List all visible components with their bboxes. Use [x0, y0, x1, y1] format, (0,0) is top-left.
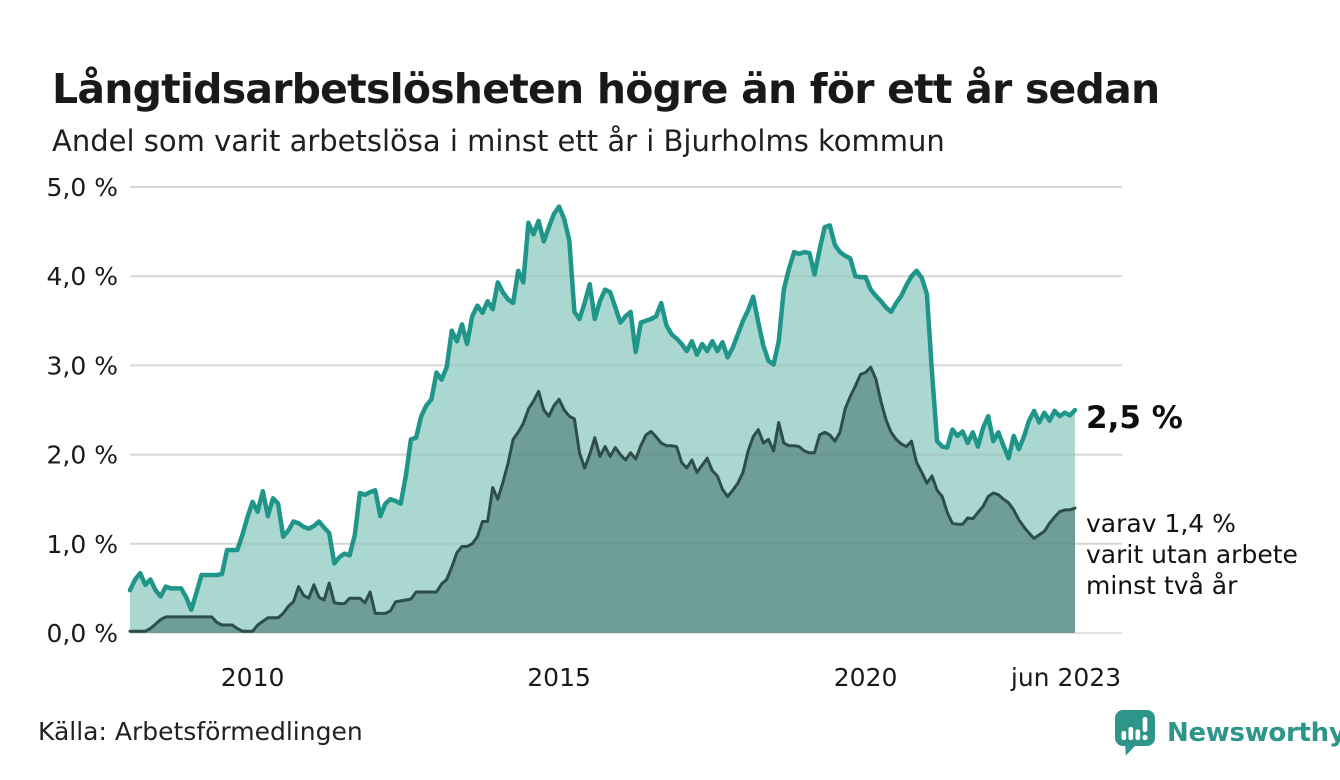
bar-1: [1121, 731, 1127, 740]
newsworthy-logo-text: Newsworthy: [1167, 718, 1340, 748]
newsworthy-logo: Newsworthy: [1113, 708, 1340, 758]
source-text: Källa: Arbetsförmedlingen: [38, 717, 363, 746]
y-axis-tick-label: 5,0 %: [47, 173, 118, 202]
x-axis-tick-label: 2010: [221, 663, 285, 692]
bar-chart-speech-bubble-icon: [1115, 710, 1155, 756]
y-axis-tick-label: 0,0 %: [47, 619, 118, 648]
annotation-secondary: varav 1,4 % varit utan arbete minst två …: [1086, 508, 1298, 601]
bar-2: [1128, 727, 1134, 740]
chart-subtitle: Andel som varit arbetslösa i minst ett å…: [52, 124, 945, 158]
y-axis-tick-label: 1,0 %: [47, 530, 118, 559]
series-line-min-two-years: [128, 365, 1077, 633]
exclamation-dot: [1142, 734, 1148, 741]
annotation-secondary-line3: minst två år: [1086, 571, 1238, 600]
speech-bubble-shape: [1115, 710, 1155, 756]
annotation-latest-value: 2,5 %: [1086, 400, 1183, 436]
exclamation-bar: [1142, 717, 1148, 732]
x-axis-tick-label: 2015: [527, 663, 591, 692]
page-title: Långtidsarbetslösheten högre än för ett …: [52, 65, 1160, 114]
y-axis-tick-label: 3,0 %: [47, 351, 118, 380]
bar-3: [1135, 729, 1141, 740]
y-axis-tick-label: 4,0 %: [47, 262, 118, 291]
x-axis-tick-label: jun 2023: [1010, 663, 1121, 692]
annotation-secondary-line1: varav 1,4 %: [1086, 509, 1236, 538]
series-line-min-one-year: [127, 204, 1078, 613]
annotation-secondary-line2: varit utan arbete: [1086, 540, 1298, 569]
x-axis-tick-label: 2020: [834, 663, 898, 692]
series-area-min-two-years: [130, 367, 1075, 633]
y-axis-tick-label: 2,0 %: [47, 441, 118, 470]
